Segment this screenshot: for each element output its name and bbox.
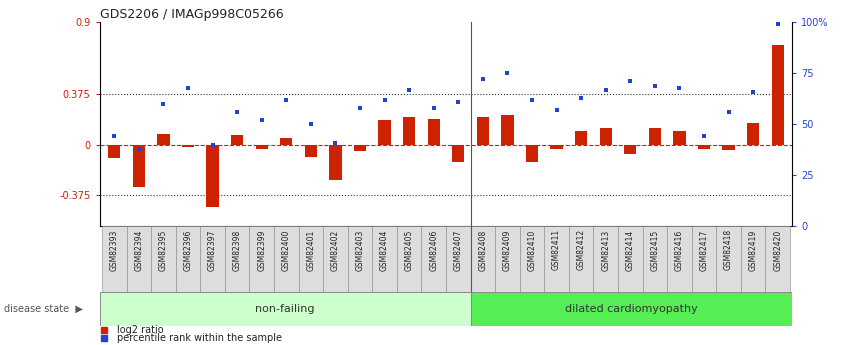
Bar bbox=[476, 117, 489, 145]
Text: GSM82402: GSM82402 bbox=[331, 229, 340, 270]
FancyBboxPatch shape bbox=[643, 226, 667, 292]
Text: GSM82407: GSM82407 bbox=[454, 229, 462, 270]
Text: disease state  ▶: disease state ▶ bbox=[4, 304, 83, 314]
Text: GSM82412: GSM82412 bbox=[577, 229, 585, 270]
FancyBboxPatch shape bbox=[200, 226, 225, 292]
Text: GSM82401: GSM82401 bbox=[307, 229, 315, 270]
Text: GSM82406: GSM82406 bbox=[430, 229, 438, 270]
Text: GSM82403: GSM82403 bbox=[356, 229, 365, 270]
FancyBboxPatch shape bbox=[740, 226, 766, 292]
FancyBboxPatch shape bbox=[470, 226, 495, 292]
FancyBboxPatch shape bbox=[100, 292, 470, 326]
Bar bbox=[673, 131, 686, 145]
Bar bbox=[772, 46, 784, 145]
Bar bbox=[649, 128, 661, 145]
Bar bbox=[599, 128, 611, 145]
FancyBboxPatch shape bbox=[323, 226, 348, 292]
Bar bbox=[108, 145, 120, 158]
Text: GSM82413: GSM82413 bbox=[601, 229, 611, 270]
Text: GSM82394: GSM82394 bbox=[134, 229, 144, 270]
Text: GSM82419: GSM82419 bbox=[748, 229, 758, 270]
Bar bbox=[158, 134, 170, 145]
Text: GSM82408: GSM82408 bbox=[478, 229, 488, 270]
Bar bbox=[378, 120, 391, 145]
FancyBboxPatch shape bbox=[495, 226, 520, 292]
Bar bbox=[501, 115, 514, 145]
Text: GSM82417: GSM82417 bbox=[700, 229, 708, 270]
Bar bbox=[551, 145, 563, 149]
Text: GSM82410: GSM82410 bbox=[527, 229, 536, 270]
FancyBboxPatch shape bbox=[569, 226, 593, 292]
FancyBboxPatch shape bbox=[692, 226, 716, 292]
Bar bbox=[206, 145, 219, 207]
FancyBboxPatch shape bbox=[126, 226, 152, 292]
Bar bbox=[526, 145, 538, 162]
Text: GSM82411: GSM82411 bbox=[552, 229, 561, 270]
Bar bbox=[305, 145, 317, 157]
FancyBboxPatch shape bbox=[152, 226, 176, 292]
FancyBboxPatch shape bbox=[102, 226, 126, 292]
Bar bbox=[428, 119, 440, 145]
Bar bbox=[182, 145, 194, 147]
Bar bbox=[722, 145, 734, 150]
FancyBboxPatch shape bbox=[667, 226, 692, 292]
FancyBboxPatch shape bbox=[470, 292, 792, 326]
Bar bbox=[281, 138, 293, 145]
Text: GSM82404: GSM82404 bbox=[380, 229, 389, 270]
Text: GSM82399: GSM82399 bbox=[257, 229, 266, 270]
Bar bbox=[231, 135, 243, 145]
Bar bbox=[354, 145, 366, 151]
Text: dilated cardiomyopathy: dilated cardiomyopathy bbox=[565, 304, 698, 314]
FancyBboxPatch shape bbox=[422, 226, 446, 292]
Text: GSM82393: GSM82393 bbox=[110, 229, 119, 270]
Text: GDS2206 / IMAGp998C05266: GDS2206 / IMAGp998C05266 bbox=[100, 8, 283, 21]
Text: GSM82409: GSM82409 bbox=[503, 229, 512, 270]
FancyBboxPatch shape bbox=[274, 226, 299, 292]
Bar bbox=[403, 117, 416, 145]
Text: GSM82395: GSM82395 bbox=[159, 229, 168, 270]
Text: percentile rank within the sample: percentile rank within the sample bbox=[117, 334, 282, 343]
Text: GSM82418: GSM82418 bbox=[724, 229, 733, 270]
Bar bbox=[575, 131, 587, 145]
FancyBboxPatch shape bbox=[397, 226, 422, 292]
FancyBboxPatch shape bbox=[618, 226, 643, 292]
Text: GSM82397: GSM82397 bbox=[208, 229, 217, 270]
Text: log2 ratio: log2 ratio bbox=[117, 325, 164, 335]
FancyBboxPatch shape bbox=[249, 226, 274, 292]
Bar bbox=[747, 123, 759, 145]
Bar bbox=[329, 145, 341, 180]
Text: GSM82405: GSM82405 bbox=[404, 229, 414, 270]
Bar bbox=[255, 145, 268, 149]
Bar bbox=[452, 145, 464, 162]
FancyBboxPatch shape bbox=[716, 226, 740, 292]
FancyBboxPatch shape bbox=[299, 226, 323, 292]
FancyBboxPatch shape bbox=[593, 226, 618, 292]
FancyBboxPatch shape bbox=[348, 226, 372, 292]
Text: GSM82396: GSM82396 bbox=[184, 229, 192, 270]
Bar bbox=[624, 145, 637, 154]
FancyBboxPatch shape bbox=[520, 226, 544, 292]
FancyBboxPatch shape bbox=[544, 226, 569, 292]
Bar bbox=[698, 145, 710, 149]
Text: GSM82420: GSM82420 bbox=[773, 229, 782, 270]
Text: GSM82415: GSM82415 bbox=[650, 229, 659, 270]
FancyBboxPatch shape bbox=[372, 226, 397, 292]
Text: GSM82416: GSM82416 bbox=[675, 229, 684, 270]
Bar bbox=[132, 145, 145, 187]
Text: GSM82398: GSM82398 bbox=[233, 229, 242, 270]
FancyBboxPatch shape bbox=[766, 226, 790, 292]
FancyBboxPatch shape bbox=[225, 226, 249, 292]
Text: GSM82400: GSM82400 bbox=[281, 229, 291, 270]
Text: non-failing: non-failing bbox=[255, 304, 315, 314]
FancyBboxPatch shape bbox=[446, 226, 470, 292]
FancyBboxPatch shape bbox=[176, 226, 200, 292]
Text: GSM82414: GSM82414 bbox=[626, 229, 635, 270]
